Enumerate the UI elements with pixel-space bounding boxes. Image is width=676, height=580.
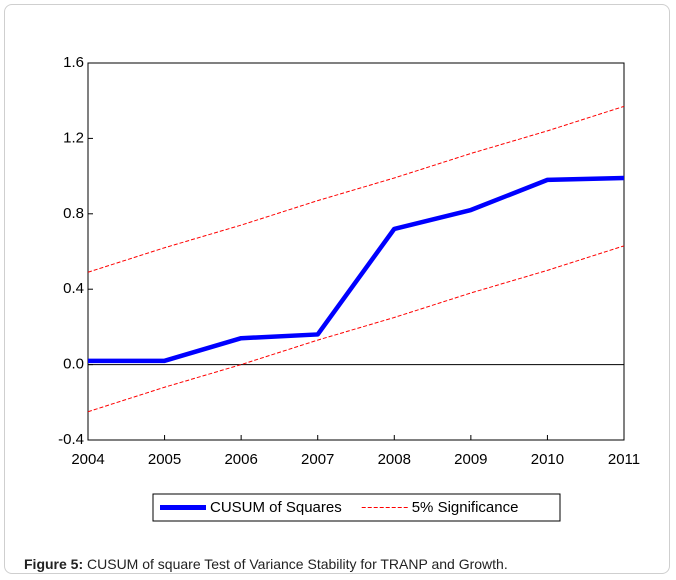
caption: Figure 5: CUSUM of square Test of Varian… xyxy=(24,556,508,572)
caption-text: CUSUM of square Test of Variance Stabili… xyxy=(83,556,508,572)
x-tick-label: 2009 xyxy=(454,451,487,468)
caption-label: Figure 5: xyxy=(24,556,84,572)
legend-box xyxy=(152,493,561,522)
chart: -0.4 0.0 0.4 0.8 1.2 1.6 2004 2005 2006 2007 2008 2… xyxy=(58,54,640,522)
y-tick-label: -0.4 xyxy=(58,431,84,448)
y-tick-label: 1.6 xyxy=(63,54,84,71)
plot-frame xyxy=(87,62,625,441)
series-line xyxy=(87,105,625,273)
legend-label: 5% Significance xyxy=(412,499,519,516)
frame xyxy=(4,4,670,574)
x-tick-label: 2011 xyxy=(608,451,640,468)
series-line xyxy=(87,245,625,413)
x-tick-label: 2005 xyxy=(148,451,181,468)
x-tick-label: 2006 xyxy=(224,451,257,468)
x-tick-label: 2008 xyxy=(378,451,411,468)
y-tick-label: 1.2 xyxy=(63,129,84,146)
y-tick-label: 0.4 xyxy=(63,280,84,297)
series-line xyxy=(88,175,625,364)
legend-label: CUSUM of Squares xyxy=(210,499,342,516)
y-tick-label: 0.8 xyxy=(63,205,84,222)
y-tick-label: 0.0 xyxy=(63,356,84,373)
x-tick-label: 2004 xyxy=(71,451,104,468)
x-tick-label: 2007 xyxy=(301,451,334,468)
x-tick-label: 2010 xyxy=(531,451,564,468)
